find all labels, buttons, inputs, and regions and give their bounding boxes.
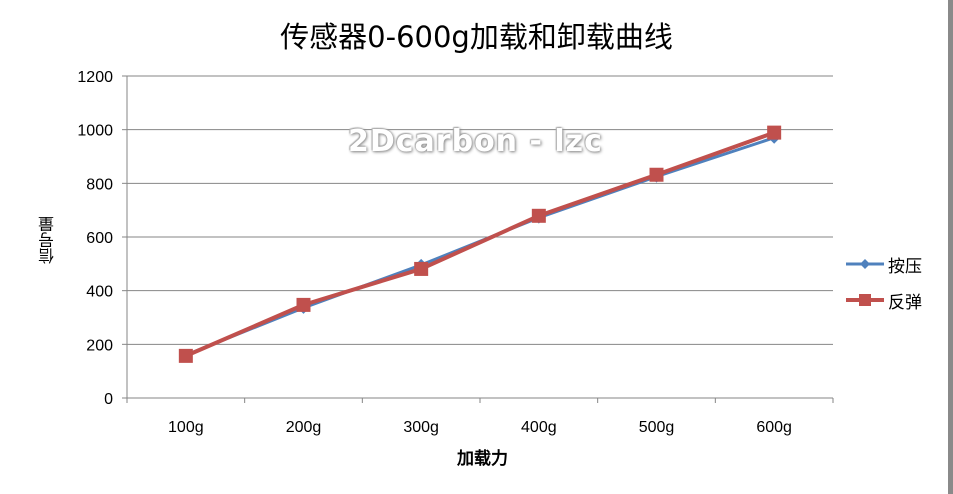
watermark: 2Dcarbon - lzc [348,124,603,159]
y-tick-label: 600 [86,230,113,247]
x-tick-label: 500g [639,419,675,436]
y-tick-label: 1000 [77,123,113,140]
y-tick-label: 0 [104,391,113,408]
chart-title: 传感器0-600g加载和卸载曲线 [280,20,673,54]
x-tick-label: 200g [286,419,322,436]
x-tick-label: 600g [756,419,792,436]
x-tick-label: 300g [403,419,439,436]
legend-label: 按压 [888,256,922,277]
x-axis-label: 加载力 [457,449,508,469]
window-border [948,0,953,494]
y-tick-label: 1200 [77,69,113,86]
series-line [185,130,775,358]
x-tick-label: 400g [521,419,557,436]
y-tick-label: 800 [86,176,113,193]
y-tick-label: 200 [86,337,113,354]
square-marker-icon [846,293,884,307]
square-marker-icon [178,348,193,363]
square-marker-icon [296,297,311,312]
square-marker-icon [531,208,546,223]
legend-label: 反弹 [888,292,922,313]
legend-item-rebound: 反弹 [846,282,922,318]
legend: 按压 反弹 [846,246,922,318]
square-marker-icon [767,125,782,140]
y-tick-label: 400 [86,284,113,301]
series-line [185,136,775,357]
square-marker-icon [414,261,429,276]
x-tick-label: 100g [168,419,204,436]
square-marker-icon [649,167,664,182]
diamond-marker-icon [846,257,884,271]
legend-item-press: 按压 [846,246,922,282]
